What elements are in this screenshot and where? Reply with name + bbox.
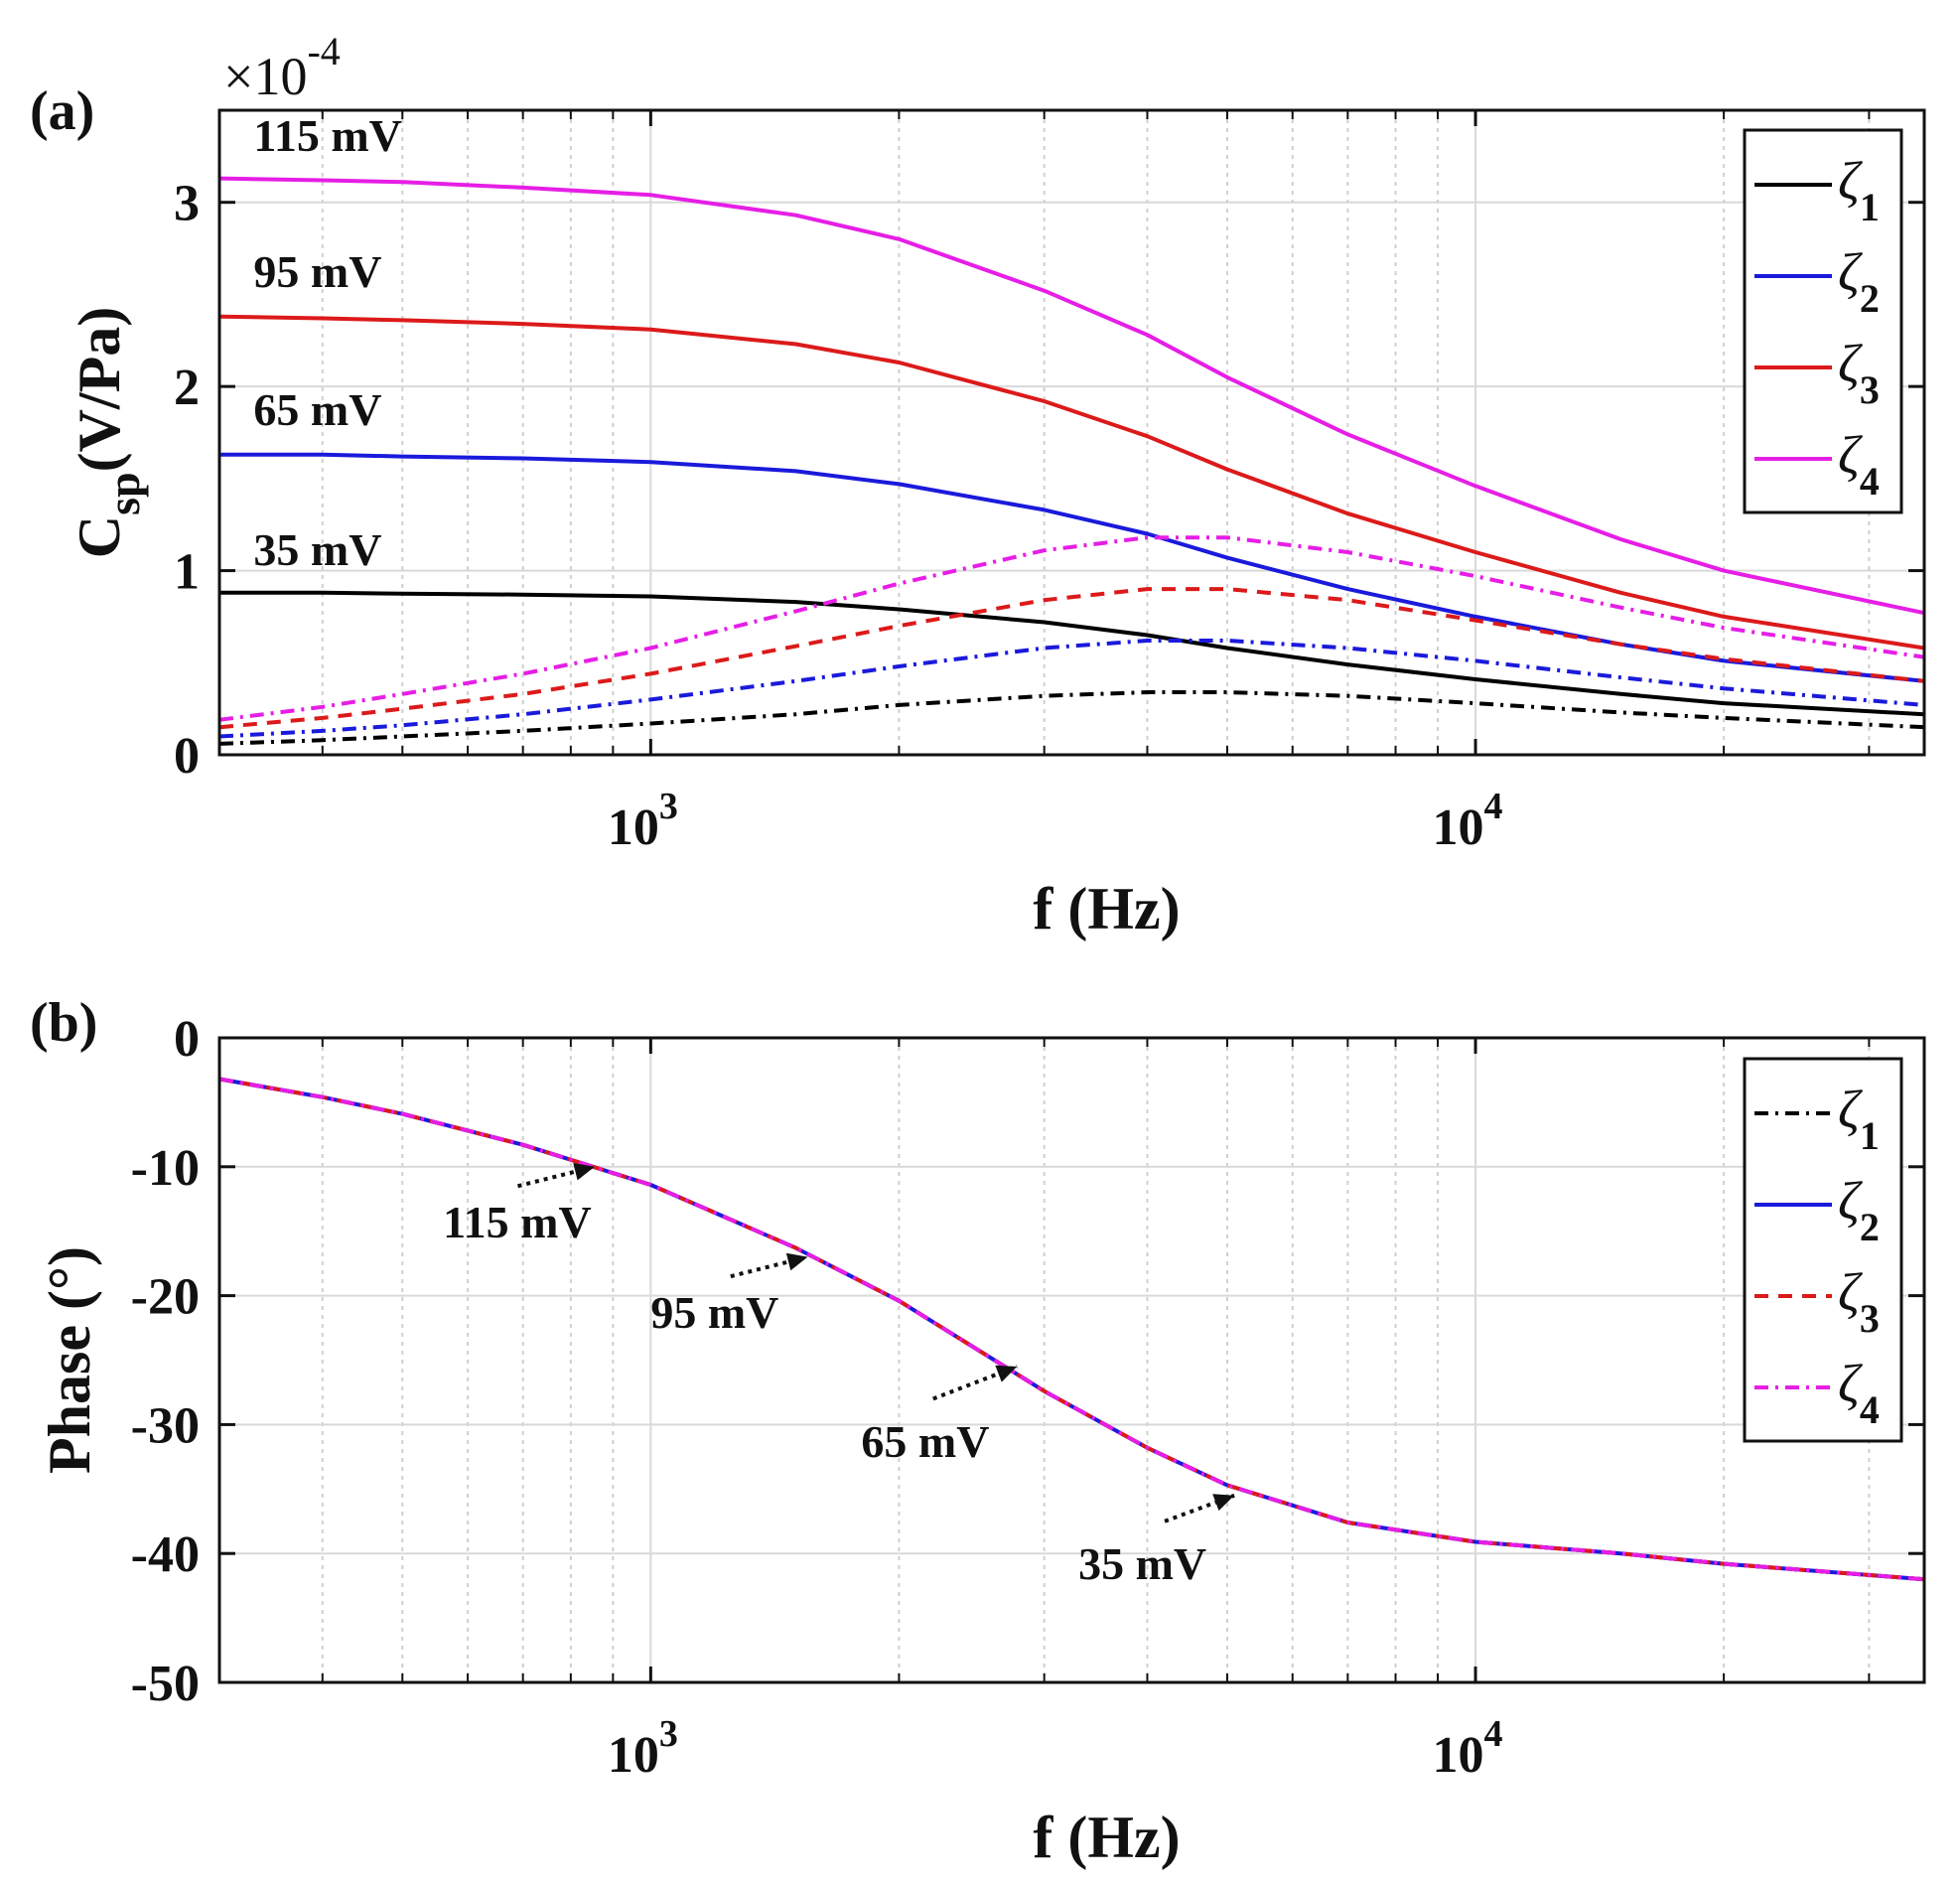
panel-label: (b) [30,992,97,1054]
y-tick-label: 3 [174,176,200,232]
y-tick-label: 0 [174,728,200,785]
annotations: 115 mV 95 mV 65 mV 35 mV [443,1162,1235,1589]
legend-label-1: ζ1 [1838,1080,1880,1158]
series-line-3 [219,314,1924,651]
legend-box [1743,1057,1903,1443]
annotation-label: 65 mV [861,1416,989,1467]
legend-symbol: ζ [1838,425,1863,485]
y-tick-label: -30 [131,1397,200,1454]
x-tick-label: 103 [608,1713,678,1784]
legend-subscript: 1 [1860,185,1880,229]
legend-symbol: ζ [1838,1262,1863,1322]
y-axis-label: Csp(V/Pa) [67,307,149,558]
x-tick-label: 104 [1433,786,1503,856]
annotation-label: 35 mV [253,524,381,575]
x-axis-label: f (Hz) [1033,1805,1180,1870]
x-tick-exponent: 4 [1484,1713,1503,1755]
legend-subscript: 2 [1860,276,1880,321]
legend-subscript: 3 [1860,1296,1880,1341]
legend-label-3: ζ3 [1838,334,1880,412]
legend-symbol: ζ [1838,1354,1863,1413]
x-tick-base: 10 [1433,1727,1484,1784]
x-tick-exponent: 4 [1484,786,1503,827]
series-group [219,1077,1924,1582]
series-line-4 [219,1077,1924,1582]
y-multiplier-exponent: -4 [307,29,340,73]
legend-label-3: ζ3 [1838,1262,1880,1341]
x-axis-label: f (Hz) [1033,876,1180,942]
y-multiplier-base: ×10 [223,47,307,106]
legend-label-4: ζ4 [1838,1354,1880,1432]
annotation-arrowhead [573,1162,595,1181]
y-label-rest: (V/Pa) [67,307,132,473]
series-line-5 [219,690,1924,746]
x-tick-base: 10 [1433,799,1484,856]
legend-subscript: 1 [1860,1113,1880,1158]
annotation-arrowhead [995,1365,1018,1382]
series-line-3 [219,1077,1924,1582]
y-tick-label: 1 [174,544,200,601]
legend-symbol: ζ [1838,242,1863,302]
x-tick-label: 104 [1433,1713,1503,1784]
y-tick-label: -10 [131,1140,200,1197]
y-tick-label: -40 [131,1526,200,1583]
x-tick-label: 103 [608,786,678,856]
legend-label-1: ζ1 [1838,151,1880,229]
annotation-arrow [1164,1493,1235,1523]
series-line-4 [219,176,1924,616]
annotation-arrowhead [785,1252,808,1271]
annotation-label: 35 mV [1078,1538,1206,1589]
annotation-label: 95 mV [253,246,381,297]
legend-symbol: ζ [1838,1080,1863,1139]
annotations: 115 mV 95 mV 65 mV 35 mV [253,110,402,575]
annotation-arrowhead [1212,1494,1235,1512]
y-tick-label: 0 [174,1011,200,1068]
legend-symbol: ζ [1838,1171,1863,1231]
series-group [219,176,1924,746]
series-line-6 [219,639,1924,739]
y-label-sub: sp [98,472,149,514]
x-tick-exponent: 3 [659,786,678,827]
legend-subscript: 4 [1860,1387,1880,1432]
series-line-2 [219,1077,1924,1582]
y-axis-label: Phase (°) [37,1246,102,1474]
y-label-main: C [67,515,132,558]
annotation-label: 65 mV [253,384,381,435]
legend-symbol: ζ [1838,334,1863,393]
series-line-1 [219,1077,1924,1582]
panel-label: (a) [30,80,94,142]
legend-symbol: ζ [1838,151,1863,211]
y-multiplier: ×10-4 [223,29,341,106]
legend-subscript: 4 [1860,459,1880,504]
grid [219,110,1924,756]
series-line-1 [219,590,1924,717]
legend-label-2: ζ2 [1838,1171,1880,1249]
annotation-label: 95 mV [650,1287,778,1338]
axes-box [217,108,1926,757]
y-tick-label: -20 [131,1269,200,1326]
legend-subscript: 2 [1860,1205,1880,1249]
legend-subscript: 3 [1860,367,1880,412]
annotation-label: 115 mV [253,110,402,161]
y-tick-label: 2 [174,360,200,416]
legend-label-4: ζ4 [1838,425,1880,504]
y-tick-label: -50 [131,1656,200,1712]
x-tick-base: 10 [608,1727,659,1784]
legend-box [1743,128,1903,514]
annotation-label: 115 mV [443,1197,591,1247]
series-line-8 [219,535,1924,722]
legend-label-2: ζ2 [1838,242,1880,321]
axes-box [217,1036,1926,1684]
series-line-7 [219,587,1924,730]
x-tick-base: 10 [608,799,659,856]
series-line-2 [219,452,1924,683]
x-tick-exponent: 3 [659,1713,678,1755]
